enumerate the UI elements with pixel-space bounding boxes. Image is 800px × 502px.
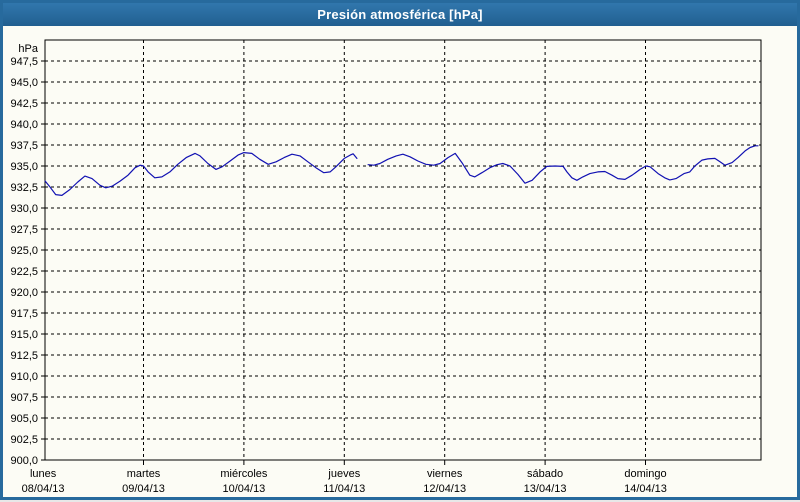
day-name-label: sábado: [527, 468, 563, 480]
y-tick-label: 912,5: [10, 350, 38, 362]
day-date-label: 09/04/13: [122, 483, 165, 495]
y-tick-label: 940,0: [10, 119, 38, 131]
day-name-label: lunes: [30, 468, 57, 480]
y-tick-label: 920,0: [10, 287, 38, 299]
pressure-chart: 947,5 945,0 942,5 940,0 937,5 935,0 932,5 930,0…: [10, 39, 762, 495]
chart-container: 947,5 945,0 942,5 940,0 937,5 935,0 932,5 930,0…: [3, 26, 797, 497]
day-name-label: viernes: [427, 468, 463, 480]
y-tick-label: 922,5: [10, 266, 38, 278]
y-tick-label: 942,5: [10, 98, 38, 110]
y-tick-label: 937,5: [10, 140, 38, 152]
y-tick-label: 947,5: [10, 56, 38, 68]
y-tick-label: 932,5: [10, 182, 38, 194]
day-date-label: 13/04/13: [524, 483, 567, 495]
plot-frame: [44, 39, 762, 461]
y-tick-label: 905,0: [10, 413, 38, 425]
day-date-label: 14/04/13: [624, 483, 667, 495]
y-tick-label: 930,0: [10, 203, 38, 215]
y-tick-label: 900,0: [10, 455, 38, 467]
y-tick-label: 945,0: [10, 77, 38, 89]
day-name-label: miércoles: [220, 468, 268, 480]
y-tick-label: 927,5: [10, 224, 38, 236]
y-tick-label: 910,0: [10, 371, 38, 383]
day-date-label: 08/04/13: [22, 483, 65, 495]
y-tick-label: 902,5: [10, 434, 38, 446]
window-title: Presión atmosférica [hPa]: [317, 7, 483, 22]
y-tick-label: 915,0: [10, 329, 38, 341]
y-tick-label: 907,5: [10, 392, 38, 404]
day-name-label: jueves: [327, 468, 360, 480]
day-name-label: martes: [127, 468, 161, 480]
y-axis-unit-label: hPa: [18, 43, 38, 55]
day-date-label: 11/04/13: [323, 483, 365, 495]
day-date-label: 10/04/13: [222, 483, 265, 495]
day-date-label: 12/04/13: [423, 483, 466, 495]
title-bar: Presión atmosférica [hPa]: [3, 3, 797, 26]
y-tick-label: 925,0: [10, 245, 38, 257]
pressure-line: [44, 145, 759, 196]
y-tick-label: 935,0: [10, 161, 38, 173]
y-tick-label: 917,5: [10, 308, 38, 320]
day-name-label: domingo: [624, 468, 666, 480]
